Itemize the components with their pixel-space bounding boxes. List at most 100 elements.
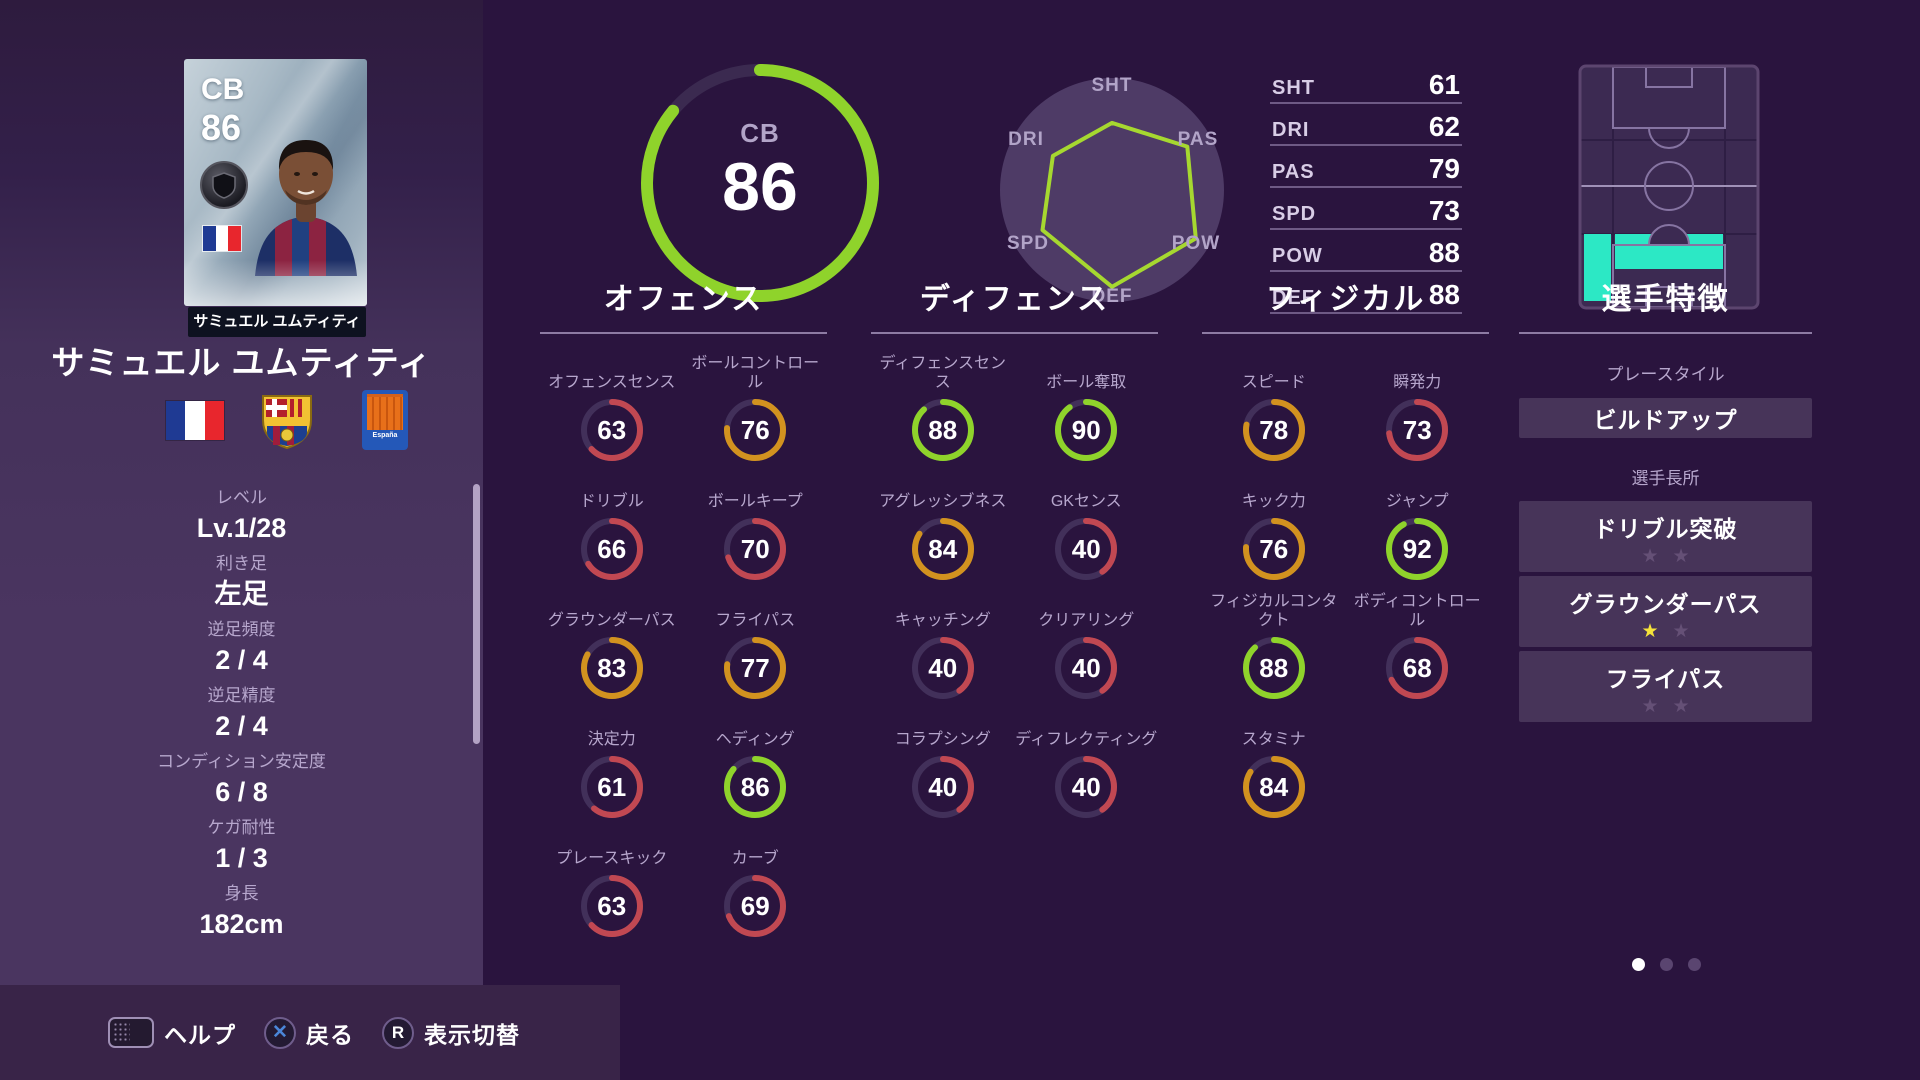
skill-star-icon: ★ — [1641, 621, 1659, 642]
stat-value: 77 — [740, 652, 770, 683]
stat-name: ボールコントロール — [691, 355, 820, 392]
stat-ring: 86 — [724, 756, 787, 819]
skill-star-icon: ★ — [1672, 696, 1690, 717]
stat-name: ヘディング — [715, 731, 795, 749]
info-value: Lv.1/28 — [196, 513, 287, 543]
overall-ring — [641, 64, 879, 306]
info-label: 逆足精度 — [207, 686, 276, 705]
stat-value: 69 — [740, 890, 770, 921]
stat-value: 63 — [597, 414, 627, 445]
shield-icon — [212, 172, 236, 199]
stat-value: 61 — [597, 771, 627, 802]
stat-ring: 40 — [911, 637, 974, 700]
stat-value: 90 — [1071, 414, 1101, 445]
skill-list: ドリブル突破 ★ ★ グラウンダーパス ★ ★ フライパス ★ ★ — [1519, 501, 1812, 722]
ring-gauge-svg — [911, 518, 974, 581]
traits-panel: 選手特徴 プレースタイル ビルドアップ 選手長所 ドリブル突破 ★ ★ グラウンダーパ… — [1519, 274, 1812, 722]
nationality-flag-icon — [166, 401, 224, 440]
stat-name: スピード — [1241, 373, 1306, 391]
stat-ring: 83 — [580, 637, 643, 700]
info-value: 2 / 4 — [215, 711, 268, 741]
stat-ring: 40 — [911, 756, 974, 819]
cross-button-icon: ✕ — [272, 1022, 288, 1043]
info-value: 2 / 4 — [215, 645, 268, 675]
skill-star-icon: ★ — [1641, 696, 1659, 717]
stat-ring: 73 — [1386, 399, 1449, 461]
summary-stat-label: DEF — [1272, 287, 1315, 309]
ring-gauge-svg — [580, 399, 643, 461]
stat-value: 92 — [1402, 533, 1432, 564]
stat-name: 決定力 — [587, 731, 636, 749]
stat-item: ドリブル 66 — [541, 473, 683, 581]
ring-gauge-svg — [580, 518, 643, 581]
skill-stars: ★ ★ — [1519, 620, 1812, 643]
card-rating: 86 — [201, 107, 242, 148]
help-label[interactable]: ヘルプ — [164, 1021, 236, 1048]
pagination-dot[interactable] — [1632, 958, 1645, 971]
ring-gauge-svg — [580, 756, 643, 819]
stat-item: グラウンダーパス 83 — [541, 592, 683, 700]
stat-name: コラプシング — [894, 731, 991, 749]
r-button[interactable]: R — [382, 1016, 414, 1049]
stat-item: 瞬発力 73 — [1346, 354, 1488, 461]
stat-ring: 76 — [1242, 518, 1305, 580]
stat-ring: 84 — [1242, 756, 1305, 819]
stat-item: ボールコントロール 76 — [684, 354, 826, 462]
stat-value: 76 — [740, 414, 770, 445]
ring-gauge-svg — [724, 399, 787, 462]
skill-star-icon: ★ — [1672, 546, 1690, 567]
ring-gauge-svg — [580, 875, 643, 938]
toggle-label[interactable]: 表示切替 — [424, 1021, 520, 1048]
touchpad-button-icon[interactable] — [108, 1017, 154, 1048]
stat-name: オフェンスセンス — [548, 373, 676, 391]
info-label: 利き足 — [216, 554, 267, 573]
stat-item: フィジカルコンタクト 88 — [1203, 592, 1345, 700]
stat-value: 88 — [928, 414, 958, 445]
radar-axis-label: SHT — [1091, 75, 1133, 96]
stat-ring: 90 — [1055, 399, 1118, 461]
stat-item: フライパス 77 — [684, 592, 826, 700]
summary-stat-value: 62 — [1428, 111, 1460, 142]
info-value: 182cm — [199, 909, 284, 939]
overall-rating: 86 — [722, 149, 798, 225]
cross-button[interactable]: ✕ — [264, 1016, 296, 1049]
ring-gauge-svg — [1055, 518, 1118, 581]
stat-name: フライパス — [715, 612, 796, 630]
sidebar-scrollbar[interactable] — [473, 484, 480, 744]
stat-item: スピード 78 — [1203, 354, 1345, 461]
radar-axis-label: POW — [1171, 233, 1221, 254]
info-item: 利き足 左足 — [30, 552, 453, 618]
pagination-dot[interactable] — [1688, 958, 1701, 971]
footer-control-bar: ヘルプ ✕ 戻る R 表示切替 — [0, 985, 620, 1080]
summary-row: PAS 79 — [1270, 146, 1462, 188]
stat-ring: 70 — [724, 518, 787, 581]
stat-name: GKセンス — [1050, 493, 1122, 511]
radar-axis-label: DEF — [1091, 286, 1133, 307]
pagination-dot[interactable] — [1660, 958, 1673, 971]
stat-value: 76 — [1259, 533, 1289, 564]
stat-value: 40 — [928, 652, 958, 683]
stat-value: 78 — [1259, 414, 1289, 445]
summary-row: DRI 62 — [1270, 104, 1462, 146]
stat-ring: 40 — [1055, 756, 1118, 819]
stat-value: 86 — [740, 771, 770, 802]
info-item: 逆足頻度 2 / 4 — [30, 618, 453, 684]
stat-ring: 76 — [724, 399, 787, 462]
player-card: CB 86 — [184, 59, 367, 306]
skill-item: フライパス ★ ★ — [1519, 651, 1812, 722]
ring-gauge-svg — [1242, 756, 1305, 819]
stat-item: カーブ 69 — [684, 830, 826, 938]
summary-stat-label: DRI — [1272, 119, 1310, 141]
ring-gauge-svg — [1055, 637, 1118, 700]
stat-name: キック力 — [1241, 492, 1306, 510]
stat-ring: 63 — [580, 399, 643, 461]
back-label[interactable]: 戻る — [306, 1021, 354, 1048]
stat-item: GKセンス 40 — [1015, 473, 1157, 581]
info-label: ケガ耐性 — [207, 818, 276, 837]
stat-item: オフェンスセンス 63 — [541, 354, 683, 461]
skill-item: グラウンダーパス ★ ★ — [1519, 576, 1812, 647]
ring-gauge-svg — [911, 756, 974, 819]
stat-value: 88 — [1259, 652, 1289, 683]
info-item: ケガ耐性 1 / 3 — [30, 816, 453, 882]
info-value: 1 / 3 — [215, 843, 268, 873]
